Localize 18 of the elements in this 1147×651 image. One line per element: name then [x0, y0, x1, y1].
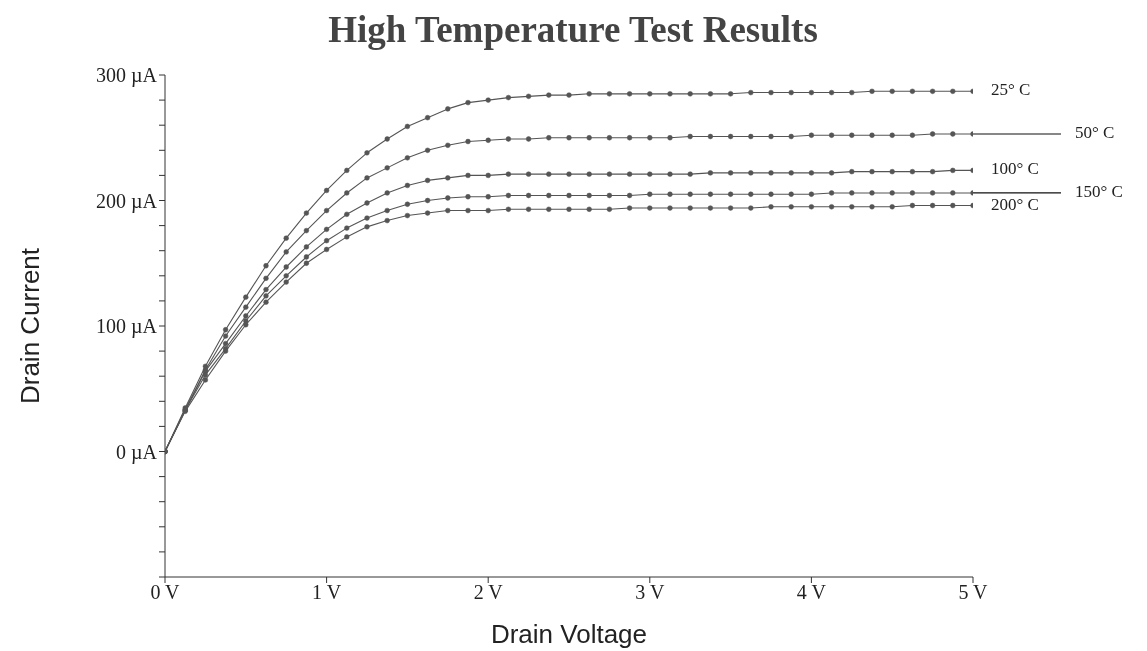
text: 50° C: [1075, 122, 1115, 142]
chart-title: High Temperature Test Results: [327, 8, 819, 51]
y-axis-title: Drain Current: [15, 247, 46, 405]
text: 150° C: [1075, 181, 1123, 201]
y-tick-label: 300 µA: [96, 64, 158, 88]
x-tick-label: 4 V: [796, 581, 827, 604]
x-tick-label: 2 V: [473, 581, 504, 604]
x-tick-label: 5 V: [958, 581, 989, 604]
series-label: 100° C: [991, 159, 1039, 179]
x-axis-title: Drain Voltage: [490, 619, 648, 649]
x-tick-label: 0 V: [150, 581, 181, 604]
series-label: 200° C: [991, 194, 1039, 214]
x-tick-label: 1 V: [312, 581, 342, 604]
y-tick-label: 100 µA: [96, 315, 158, 339]
x-tick-label: 3 V: [635, 581, 665, 604]
y-tick-label: 0 µA: [116, 440, 158, 464]
y-tick-label: 200 µA: [96, 189, 158, 213]
series-label: 25° C: [991, 80, 1031, 100]
